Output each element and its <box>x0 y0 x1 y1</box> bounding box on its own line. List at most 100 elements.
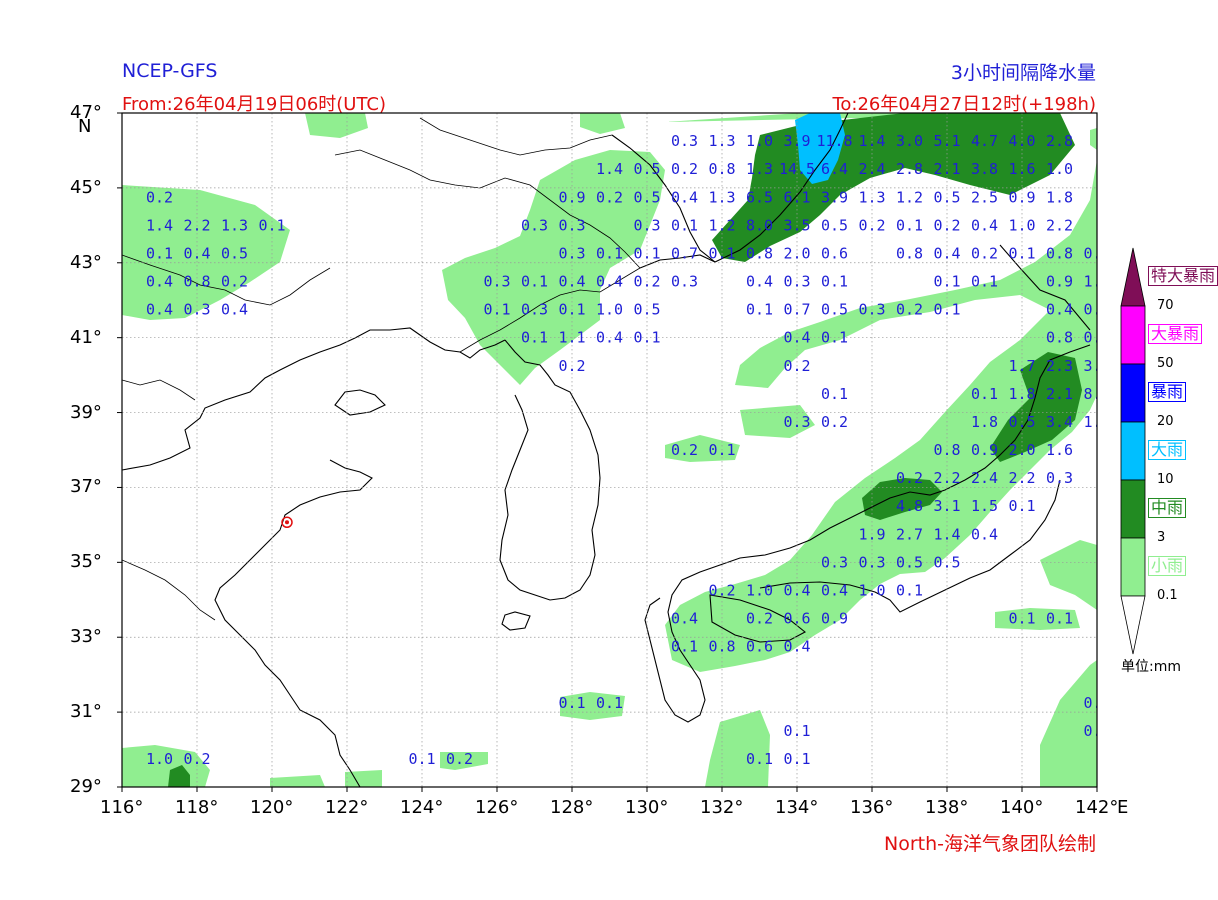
precip-value: 0.5 <box>896 553 923 571</box>
precip-value: 0.3 <box>783 413 810 431</box>
precip-value: 0.2 <box>783 357 810 375</box>
precip-value: 0.3 <box>858 301 885 319</box>
precip-value: 0.5 <box>933 188 960 206</box>
precip-value: 0.2 <box>671 441 698 459</box>
precip-value: 1.8 <box>1046 188 1073 206</box>
precip-value: 0.1 <box>521 273 548 291</box>
precip-value: 0.2 <box>896 301 923 319</box>
precip-value: 0.1 <box>708 441 735 459</box>
to-time: To:26年04月27日12时(+198h) <box>832 94 1096 115</box>
precip-value: 0.2 <box>633 273 660 291</box>
precip-value: 2.8 <box>1046 132 1073 150</box>
precip-value: 1.2 <box>708 216 735 234</box>
precip-value: 0.3 <box>558 244 585 262</box>
precip-value: 0.3 <box>671 273 698 291</box>
precip-value: 5.1 <box>933 132 960 150</box>
precip-value: 0.2 <box>821 413 848 431</box>
precip-value: 0.1 <box>146 244 173 262</box>
lon-unit: E <box>1117 797 1129 818</box>
precip-value: 0.1 <box>671 216 698 234</box>
precip-value: 1.0 <box>1008 216 1035 234</box>
lon-tick-label: 130° <box>625 797 669 818</box>
legend-threshold: 0.1 <box>1157 588 1178 603</box>
lat-tick-label: 43° <box>70 251 102 273</box>
precip-value: 0.1 <box>746 750 773 768</box>
precip-value: 0.6 <box>746 638 773 656</box>
precip-value: 0.3 <box>633 216 660 234</box>
precip-value: 2.0 <box>1008 441 1035 459</box>
lat-unit: N <box>78 116 92 137</box>
precip-value: 1.6 <box>1046 441 1073 459</box>
precip-value: 2.5 <box>971 188 998 206</box>
precip-value: 0.7 <box>671 244 698 262</box>
legend-label: 特大暴雨 <box>1148 266 1218 286</box>
precip-value: 0.4 <box>821 581 848 599</box>
precip-value: 0.4 <box>746 273 773 291</box>
precip-value: 0.3 <box>521 301 548 319</box>
lon-tick-label: 132° <box>700 797 744 818</box>
precip-value: 0.4 <box>671 610 698 628</box>
lat-tick-label: 39° <box>70 401 102 423</box>
precip-value: 1.3 <box>708 188 735 206</box>
lon-tick-label: 136° <box>850 797 894 818</box>
precip-value: 0.6 <box>783 610 810 628</box>
precip-value: 1.6 <box>1083 273 1110 291</box>
lat-tick-label: 33° <box>70 626 102 648</box>
precip-value: 0.2 <box>708 581 735 599</box>
lon-tick-label: 118° <box>175 797 219 818</box>
precip-value: 1.3 <box>708 132 735 150</box>
city-marker-ring <box>281 516 293 529</box>
precip-value: 4.0 <box>1008 132 1035 150</box>
colorbar-segment <box>1120 421 1146 481</box>
precip-value: 0.5 <box>633 188 660 206</box>
precip-value: 0.4 <box>671 188 698 206</box>
city-marker-dot <box>285 520 289 525</box>
precip-value: 3.0 <box>896 132 923 150</box>
precip-value: 0.6 <box>821 244 848 262</box>
colorbar-below <box>1120 595 1146 655</box>
precip-value: 0.4 <box>146 301 173 319</box>
precip-value: 0.1 <box>971 385 998 403</box>
precip-value: 2.0 <box>783 244 810 262</box>
precip-value: 0.1 <box>783 750 810 768</box>
precip-value: 1.9 <box>858 525 885 543</box>
precip-value: 0.5 <box>1008 413 1035 431</box>
legend-unit: 单位:mm <box>1121 659 1181 675</box>
colorbar-segment <box>1120 247 1146 307</box>
precip-value: 0.1 <box>1008 497 1035 515</box>
precip-value: 0.8 <box>708 160 735 178</box>
precip-value: 1.1 <box>558 329 585 347</box>
lat-tick-label: 47° <box>70 102 102 123</box>
lat-tick-label: 29° <box>70 776 102 797</box>
precip-value: 0.1 <box>633 329 660 347</box>
legend-label: 小雨 <box>1148 556 1187 576</box>
colorbar-segment <box>1120 305 1146 365</box>
precip-value: 0.3 <box>483 273 510 291</box>
heavy-rain-areas <box>795 113 845 184</box>
precip-value: 0.1 <box>1083 694 1110 712</box>
precip-value: 4.8 <box>896 497 923 515</box>
legend-threshold: 10 <box>1157 472 1174 487</box>
precip-value: 0.5 <box>821 216 848 234</box>
precip-value: 1.0 <box>858 581 885 599</box>
precip-value: 1.6 <box>1008 160 1035 178</box>
precip-value: 0.9 <box>1083 244 1110 262</box>
precip-value: 0.4 <box>221 301 248 319</box>
precip-value: 0.9 <box>971 441 998 459</box>
precip-value: 2.2 <box>933 469 960 487</box>
lon-tick-label: 126° <box>475 797 519 818</box>
precip-value: 0.2 <box>671 160 698 178</box>
precip-value: 6.1 <box>783 188 810 206</box>
precip-value: 0.5 <box>821 301 848 319</box>
precip-value: 6.5 <box>746 188 773 206</box>
precip-value: 0.3 <box>1046 469 1073 487</box>
precip-fields <box>122 113 1097 787</box>
precip-value: 0.4 <box>783 329 810 347</box>
colorbar-segment <box>1120 363 1146 423</box>
precip-value: 3.9 <box>783 132 810 150</box>
legend-label: 大暴雨 <box>1148 324 1203 344</box>
legend-label: 中雨 <box>1148 498 1187 518</box>
precip-value: 0.9 <box>558 188 585 206</box>
precip-value: 1.0 <box>146 750 173 768</box>
